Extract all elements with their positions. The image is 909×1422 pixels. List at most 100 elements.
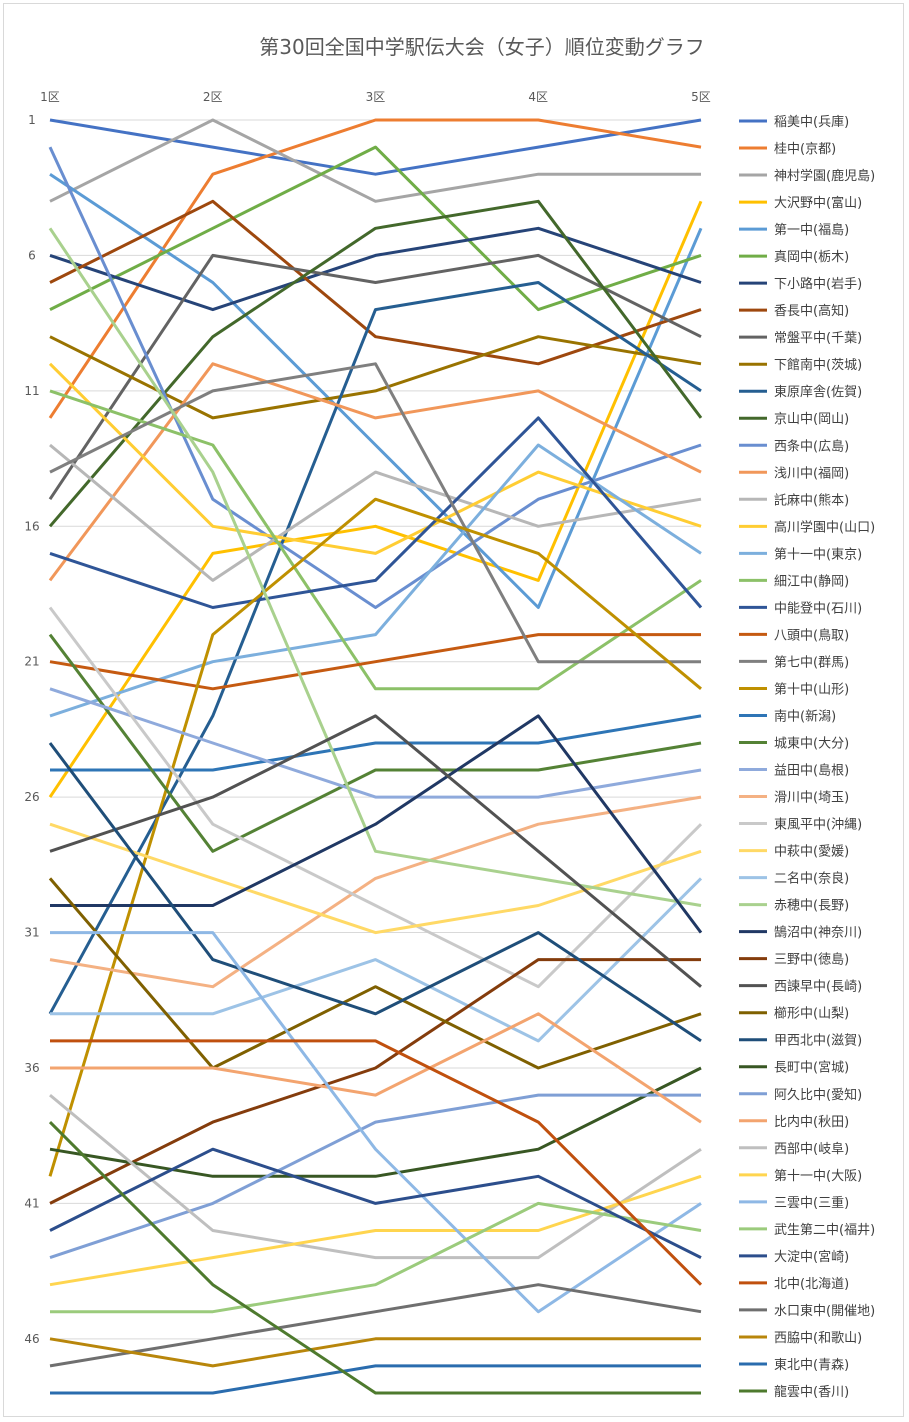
- legend-entry: 二名中(奈良): [739, 871, 849, 887]
- legend-entry: 長町中(宮城): [739, 1060, 849, 1076]
- legend-entry: 香長中(高知): [739, 303, 849, 319]
- series-line: [50, 714, 703, 934]
- legend-label: 甲西北中(滋賀): [774, 1034, 862, 1049]
- x-axis-labels: 1区 2区 3区 4区 5区: [40, 90, 711, 104]
- legend-label: 稲美中(兵庫): [774, 115, 849, 130]
- legend-label: 龍雲中(香川): [774, 1384, 849, 1400]
- legend-label: 水口東中(開催地): [774, 1303, 875, 1319]
- legend-entry: 浅川中(福岡): [739, 466, 849, 481]
- legend-label: 中萩中(愛媛): [774, 845, 849, 860]
- legend-entry: 第十一中(大阪): [739, 1169, 862, 1184]
- legend-entry: 東原庠舎(佐賀): [739, 384, 862, 400]
- series-line: [49, 226, 702, 312]
- legend-entry: 赤穂中(長野): [739, 899, 849, 914]
- legend-entry: 南中(新潟): [739, 708, 836, 724]
- legend-entry: 中萩中(愛媛): [739, 845, 849, 860]
- legend-entry: 大沢野中(富山): [739, 195, 862, 211]
- series-line: [48, 742, 702, 1043]
- series-line: [48, 200, 703, 798]
- legend-label: 鵠沼中(神奈川): [774, 926, 862, 941]
- legend-entry: 東北中(青森): [739, 1357, 849, 1373]
- legend-entry: 大淀中(宮崎): [739, 1249, 849, 1265]
- y-tick-label: 21: [24, 655, 39, 669]
- chart-frame: [3, 3, 904, 1417]
- legend-entry: 櫛形中(山梨): [739, 1007, 849, 1022]
- legend-label: 中能登中(石川): [774, 601, 862, 616]
- legend-entry: 託麻中(熊本): [739, 492, 849, 508]
- series-lines: [48, 118, 703, 1395]
- legend-label: 西条中(広島): [774, 438, 849, 454]
- legend-label: 細江中(静岡): [774, 574, 849, 589]
- chart-title: 第30回全国中学駅伝大会（女子）順位変動グラフ: [259, 35, 704, 59]
- legend-label: 西脇中(和歌山): [774, 1331, 862, 1346]
- legend-entry: 第十中(山形): [739, 682, 849, 697]
- legend-label: 南中(新潟): [774, 708, 836, 724]
- series-line: [49, 335, 702, 420]
- legend-entry: 西部中(岐阜): [739, 1141, 849, 1157]
- y-tick-label: 6: [28, 248, 36, 262]
- legend-label: 真岡中(栃木): [774, 250, 849, 265]
- legend-entry: 阿久比中(愛知): [739, 1087, 862, 1103]
- legend-label: 第十一中(大阪): [774, 1169, 862, 1184]
- legend-label: 西諫早中(長崎): [774, 979, 862, 995]
- series-line: [50, 877, 703, 1043]
- legend-label: 北中(北海道): [774, 1277, 849, 1292]
- legend-entry: 三雲中(三重): [739, 1195, 849, 1211]
- legend-label: 京山中(岡山): [774, 412, 849, 427]
- legend-entry: 第一中(福島): [739, 223, 849, 238]
- series-line: [48, 633, 702, 853]
- legend-label: 高川学園中(山口): [774, 519, 875, 535]
- series-line: [48, 199, 703, 528]
- legend-label: 第七中(群馬): [774, 655, 849, 670]
- legend-label: 比内中(秋田): [774, 1114, 849, 1130]
- y-tick-label: 26: [24, 790, 39, 804]
- legend-label: 大沢野中(富山): [774, 195, 862, 211]
- series-line: [48, 606, 703, 989]
- series-line: [49, 1066, 702, 1178]
- series-line: [49, 416, 703, 609]
- legend-entry: 益田中(島根): [739, 764, 849, 779]
- series-line: [50, 1012, 702, 1124]
- legend-label: 桂中(京都): [774, 142, 836, 157]
- x-tick-label: 2区: [203, 90, 223, 104]
- legend-label: 下館南中(茨城): [774, 357, 862, 373]
- legend-entry: 神村学園(鹿児島): [739, 168, 875, 184]
- legend-entry: 第十一中(東京): [739, 546, 862, 562]
- x-tick-label: 5区: [691, 90, 711, 104]
- legend-label: 第一中(福島): [774, 223, 849, 238]
- legend-label: 益田中(島根): [774, 764, 849, 779]
- legend-entry: 水口東中(開催地): [739, 1303, 875, 1319]
- legend-entry: 三野中(徳島): [739, 953, 849, 968]
- legend-label: 阿久比中(愛知): [774, 1087, 862, 1103]
- series-line: [49, 1147, 702, 1259]
- series-line: [49, 958, 701, 1205]
- legend-label: 第十中(山形): [774, 682, 849, 697]
- legend-label: 櫛形中(山梨): [774, 1007, 849, 1022]
- y-tick-label: 36: [24, 1061, 39, 1075]
- x-tick-label: 1区: [40, 90, 60, 104]
- legend-label: 武生第二中(福井): [774, 1223, 875, 1238]
- y-tick-label: 31: [24, 926, 39, 940]
- series-line: [48, 253, 702, 501]
- y-tick-label: 11: [24, 384, 39, 398]
- legend-label: 三野中(徳島): [774, 953, 849, 968]
- legend-entry: 下小路中(岩手): [739, 276, 862, 292]
- x-tick-label: 4区: [528, 90, 548, 104]
- series-line: [50, 714, 702, 772]
- series-line: [48, 1121, 701, 1395]
- legend: 稲美中(兵庫) 桂中(京都) 神村学園(鹿児島) 大沢野中(富山) 第一中(福島) 真岡中…: [739, 115, 875, 1400]
- legend-label: 託麻中(熊本): [774, 492, 849, 508]
- series-line: [50, 1201, 702, 1314]
- legend-label: 西部中(岐阜): [774, 1141, 849, 1157]
- series-line: [49, 633, 701, 691]
- series-line: [49, 118, 701, 203]
- legend-label: 二名中(奈良): [774, 871, 849, 887]
- series-line: [49, 389, 702, 691]
- legend-label: 滑川中(埼玉): [774, 791, 849, 806]
- legend-label: 東北中(青森): [774, 1357, 849, 1373]
- legend-entry: 西条中(広島): [739, 438, 849, 454]
- legend-label: 八頭中(鳥取): [774, 628, 849, 643]
- legend-label: 東風平中(沖縄): [774, 817, 862, 833]
- legend-label: 赤穂中(長野): [774, 899, 849, 914]
